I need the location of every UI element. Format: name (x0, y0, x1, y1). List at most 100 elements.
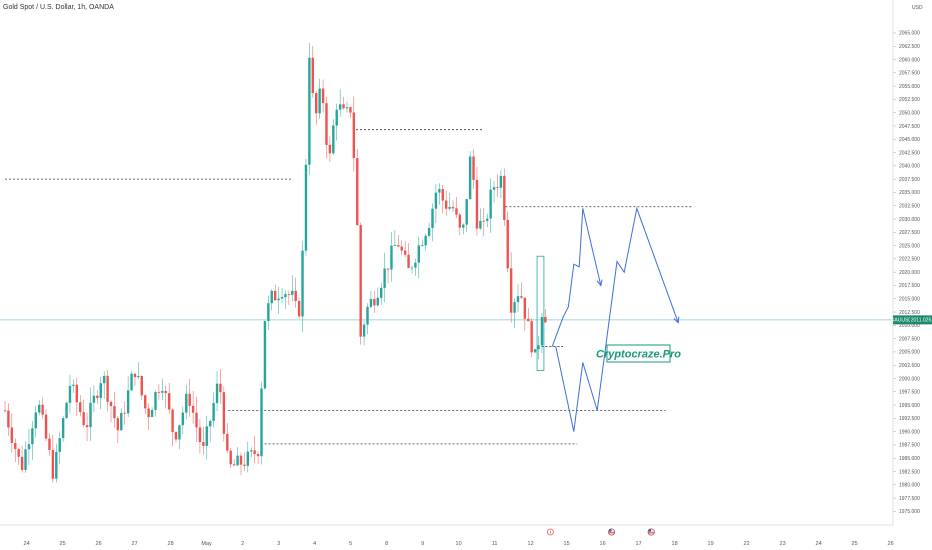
x-tick-label: 23 (780, 541, 786, 547)
highlight-box-group (536, 255, 545, 371)
y-tick-label: 2027.500 (899, 230, 920, 236)
candle-body (273, 290, 277, 301)
candle-body (27, 444, 31, 450)
currency-label: USD (912, 5, 923, 11)
candle-body (82, 412, 85, 426)
candle-body (540, 317, 544, 346)
y-tick-label: 2017.500 (899, 283, 920, 289)
y-tick-label: 1977.500 (899, 496, 920, 502)
candle-body (181, 412, 185, 426)
candle-body (20, 456, 24, 470)
watermark: Cryptocraze.Pro (596, 344, 681, 363)
projection-path-short (551, 208, 602, 347)
y-tick-label: 2062.500 (899, 44, 920, 50)
y-tick-label: 1985.000 (899, 456, 920, 462)
y-tick-label: 2037.500 (899, 177, 920, 183)
candle-body (335, 109, 338, 126)
candle-body (366, 306, 369, 325)
candle-body (65, 402, 68, 419)
candle-body (544, 317, 547, 323)
candle-body (24, 449, 27, 470)
candle-body (10, 427, 14, 443)
candle-body (444, 200, 448, 209)
y-tick-label: 2047.500 (899, 124, 920, 130)
x-tick-label: 26 (96, 541, 102, 547)
candle-body (263, 321, 267, 389)
candle-body (174, 432, 178, 440)
candlesticks (3, 42, 547, 483)
candle-body (284, 294, 287, 298)
candle-body (280, 297, 284, 299)
candle-body (407, 254, 410, 268)
candle-body (359, 225, 362, 337)
candle-body (349, 107, 352, 113)
candle-body (161, 391, 164, 393)
candle-body (342, 104, 345, 109)
candle-body (513, 302, 516, 313)
candle-body (523, 297, 527, 319)
candle-body (3, 410, 7, 412)
candle-body (479, 220, 482, 229)
candle-body (332, 125, 335, 154)
y-tick-label: 2042.500 (899, 150, 920, 156)
candle-body (486, 218, 489, 221)
y-tick-label: 2050.000 (899, 110, 920, 116)
candle-body (212, 403, 215, 421)
y-tick-label: 2025.000 (899, 243, 920, 249)
candle-body (157, 391, 161, 393)
candle-body (250, 450, 253, 452)
candle-body (421, 245, 424, 247)
y-tick-label: 1992.500 (899, 416, 920, 422)
candle-body (338, 104, 342, 110)
candle-body (506, 219, 509, 269)
y-tick-label: 2012.500 (899, 310, 920, 316)
y-tick-label: 2005.000 (899, 350, 920, 356)
candle-body (113, 406, 116, 419)
candle-body (458, 214, 462, 228)
candle-body (106, 375, 109, 402)
candle-body (533, 349, 537, 353)
us-flag-canton (609, 529, 612, 532)
candle-body (397, 245, 400, 247)
candle-body (215, 383, 219, 404)
x-tick-label: 24 (24, 541, 30, 547)
candle-body (318, 88, 321, 114)
y-tick-label: 2055.000 (899, 84, 920, 90)
y-tick-label: 2030.000 (899, 217, 920, 223)
x-tick-label: 25 (852, 541, 858, 547)
candle-body (468, 156, 472, 200)
candle-body (123, 412, 126, 414)
projection-path-long (555, 206, 679, 432)
candle-body (7, 410, 10, 428)
watermark-text: Cryptocraze.Pro (596, 349, 681, 361)
candle-body (44, 414, 48, 439)
candle-body (516, 296, 520, 303)
candle-body (75, 384, 79, 403)
candle-body (267, 303, 270, 322)
y-tick-label: 1982.500 (899, 469, 920, 475)
price-tag-value: 2011.025 (911, 318, 932, 324)
highlight-box (536, 255, 545, 371)
candle-body (304, 164, 308, 251)
candle-body (301, 250, 304, 317)
candle-body (503, 175, 506, 220)
x-tick-label: 12 (528, 541, 534, 547)
y-tick-label: 2020.000 (899, 270, 920, 276)
candle-body (209, 420, 212, 427)
candle-body (14, 442, 17, 450)
projection-paths (551, 206, 680, 432)
candle-body (325, 103, 328, 145)
candle-body (185, 393, 188, 413)
candle-body (287, 294, 291, 295)
candle-body (260, 388, 263, 457)
candle-body (291, 290, 294, 295)
y-tick-label: 2045.000 (899, 137, 920, 143)
candle-body (400, 246, 403, 251)
candle-body (99, 383, 102, 399)
x-tick-label: 27 (132, 541, 138, 547)
candle-body (520, 296, 523, 298)
candle-body (120, 412, 123, 431)
candle-body (393, 245, 397, 246)
event-icons[interactable] (547, 528, 655, 536)
